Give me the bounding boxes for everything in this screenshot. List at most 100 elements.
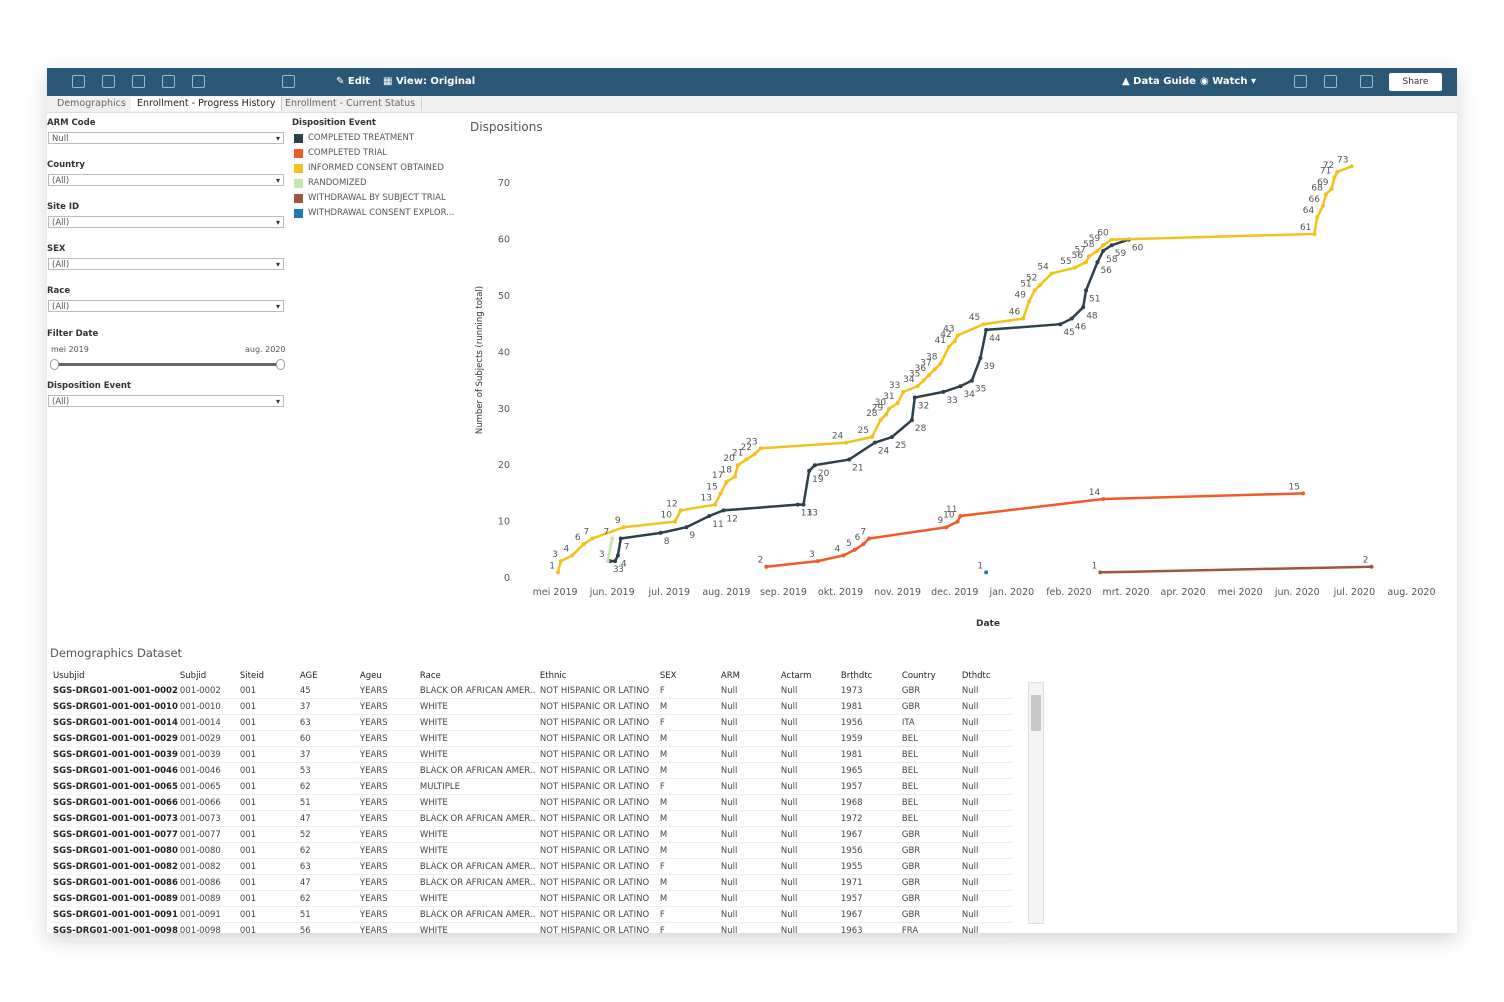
table-cell: F: [657, 778, 719, 795]
data-label: 43: [943, 324, 954, 334]
pause-icon[interactable]: [192, 75, 205, 88]
data-label: 21: [852, 464, 863, 474]
data-guide-button[interactable]: ▲ Data Guide: [1122, 76, 1196, 87]
table-cell: 1973: [838, 683, 900, 699]
table-cell: SGS-DRG01-001-001-0073: [51, 810, 178, 827]
table-cell: 60: [297, 730, 358, 747]
slider-handle[interactable]: [50, 359, 59, 370]
table-cell: YEARS: [357, 842, 418, 859]
data-label: 60: [1097, 229, 1109, 239]
slider-handle[interactable]: [276, 359, 285, 370]
scrollbar[interactable]: [1028, 682, 1044, 924]
filter-dropdown[interactable]: (All): [48, 395, 284, 408]
table-cell: F: [657, 922, 719, 939]
share-button[interactable]: Share: [1389, 73, 1442, 91]
filter-dropdown[interactable]: (All): [48, 174, 284, 187]
column-header: Brthdtc: [840, 670, 873, 681]
legend-swatch: [294, 134, 303, 143]
table-cell: 1981: [838, 698, 900, 715]
data-point: [795, 502, 800, 507]
data-point: [812, 463, 817, 468]
table-cell: BEL: [899, 746, 960, 763]
table-cell: GBR: [899, 906, 960, 923]
column-header: Siteid: [239, 670, 264, 681]
column-header: Actarm: [780, 670, 812, 681]
tab[interactable]: Enrollment - Current Status: [279, 97, 423, 111]
x-tick-label: feb. 2020: [1046, 587, 1091, 598]
share-label: Share: [1402, 77, 1429, 87]
slider-track[interactable]: [53, 363, 281, 366]
data-label: 59: [1115, 249, 1127, 259]
table-cell: Null: [778, 746, 839, 763]
table-cell: Null: [959, 778, 1014, 795]
undo-icon[interactable]: [72, 75, 85, 88]
table-cell: 001: [237, 762, 298, 779]
data-point: [721, 508, 726, 513]
data-label: 9: [937, 516, 943, 526]
data-label: 3: [552, 550, 558, 560]
data-label: 34: [903, 375, 915, 385]
table-cell: 001: [237, 922, 298, 939]
metrics-icon[interactable]: [282, 75, 295, 88]
table-cell: BLACK OR AFRICAN AMER..: [417, 762, 538, 779]
comments-icon[interactable]: [1294, 75, 1307, 88]
table-cell: Null: [778, 826, 839, 843]
table-cell: Null: [718, 714, 779, 731]
series-line: [606, 538, 614, 562]
table-cell: 52: [297, 826, 358, 843]
data-label: 10: [661, 511, 673, 521]
data-label: 51: [1089, 294, 1100, 304]
y-tick-label: 30: [498, 404, 510, 415]
data-point: [872, 440, 877, 445]
redo-icon[interactable]: [102, 75, 115, 88]
table-cell: WHITE: [417, 794, 538, 811]
table-cell: 001: [237, 683, 298, 699]
data-point: [984, 570, 989, 575]
table-cell: Null: [778, 922, 839, 939]
data-point: [909, 418, 914, 423]
data-point: [570, 553, 575, 558]
table-cell: 001-0039: [177, 746, 238, 763]
revert-icon[interactable]: [132, 75, 145, 88]
watch-button[interactable]: ◉ Watch ▾: [1200, 76, 1256, 87]
table-row: SGS-DRG01-001-001-0029 001-0029 001 60 YEARS…: [51, 730, 1014, 747]
table-cell: SGS-DRG01-001-001-0086: [51, 874, 178, 891]
fullscreen-icon[interactable]: [1360, 75, 1373, 88]
table-cell: BEL: [899, 794, 960, 811]
filter-dropdown[interactable]: Null: [48, 132, 284, 145]
view-button[interactable]: ▦ View: Original: [383, 76, 476, 87]
table-cell: BEL: [899, 778, 960, 795]
filter-dropdown[interactable]: (All): [48, 216, 284, 229]
table-cell: 1968: [838, 794, 900, 811]
x-tick-label: mei 2019: [533, 587, 578, 598]
data-label: 45: [1063, 328, 1074, 338]
data-point: [1312, 231, 1317, 236]
table-row: SGS-DRG01-001-001-0014 001-0014 001 63 YEARS…: [51, 714, 1014, 731]
scroll-thumb[interactable]: [1031, 695, 1041, 731]
table-cell: 45: [297, 683, 358, 699]
x-tick-label: mei 2020: [1218, 587, 1263, 598]
download-icon[interactable]: [1324, 75, 1337, 88]
table-cell: Null: [778, 730, 839, 747]
table-cell: 001-0077: [177, 826, 238, 843]
legend-label: COMPLETED TRIAL: [308, 148, 388, 158]
table-cell: NOT HISPANIC OR LATINO: [537, 890, 658, 907]
data-label: 45: [969, 313, 980, 323]
table-cell: SGS-DRG01-001-001-0002: [51, 683, 178, 699]
edit-button[interactable]: ✎ Edit: [336, 76, 371, 87]
watch-label: Watch: [1212, 76, 1248, 87]
data-label: 4: [621, 559, 627, 569]
data-point: [887, 406, 892, 411]
table-cell: 53: [297, 762, 358, 779]
filter-dropdown[interactable]: (All): [48, 258, 284, 271]
table-row: SGS-DRG01-001-001-0082 001-0082 001 63 YEARS…: [51, 858, 1014, 875]
data-label: 29: [872, 403, 884, 413]
data-point: [1032, 288, 1037, 293]
data-label: 39: [983, 362, 995, 372]
filter-dropdown[interactable]: (All): [48, 300, 284, 313]
refresh-icon[interactable]: [162, 75, 175, 88]
tab-active[interactable]: Enrollment - Progress History: [131, 97, 283, 111]
table-cell: Null: [959, 746, 1014, 763]
tab[interactable]: Demographics: [51, 97, 133, 111]
data-point: [844, 440, 849, 445]
